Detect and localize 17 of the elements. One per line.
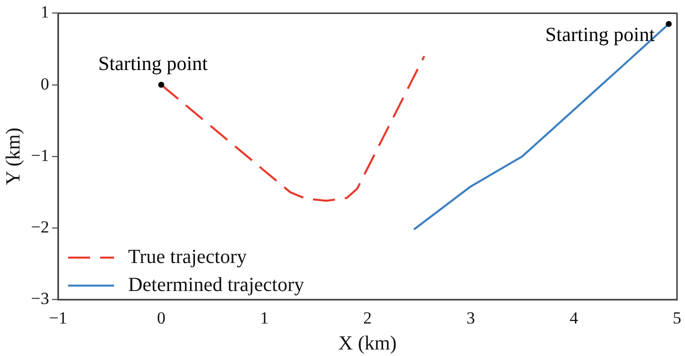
x-tick-label: 4 xyxy=(570,308,579,328)
x-tick-label: 1 xyxy=(260,308,269,328)
y-tick-label: 1 xyxy=(40,2,50,22)
y-tick-label: −2 xyxy=(30,217,50,236)
x-tick-label: 3 xyxy=(466,308,475,328)
annotation: Starting point xyxy=(98,53,208,76)
x-tick-label: 0 xyxy=(156,308,166,328)
x-tick-label: 2 xyxy=(363,308,372,328)
legend-label: True trajectory xyxy=(128,246,247,268)
legend-label: Determined trajectory xyxy=(128,274,304,296)
annotation: Starting point xyxy=(545,24,656,46)
y-tick-label: 0 xyxy=(40,74,50,94)
y-tick-label: −1 xyxy=(30,146,50,165)
x-tick-label: 5 xyxy=(672,308,682,328)
x-axis-title: X (km) xyxy=(338,332,397,354)
y-tick-label: −3 xyxy=(30,289,50,308)
y-axis-title: Y (km) xyxy=(2,128,24,186)
